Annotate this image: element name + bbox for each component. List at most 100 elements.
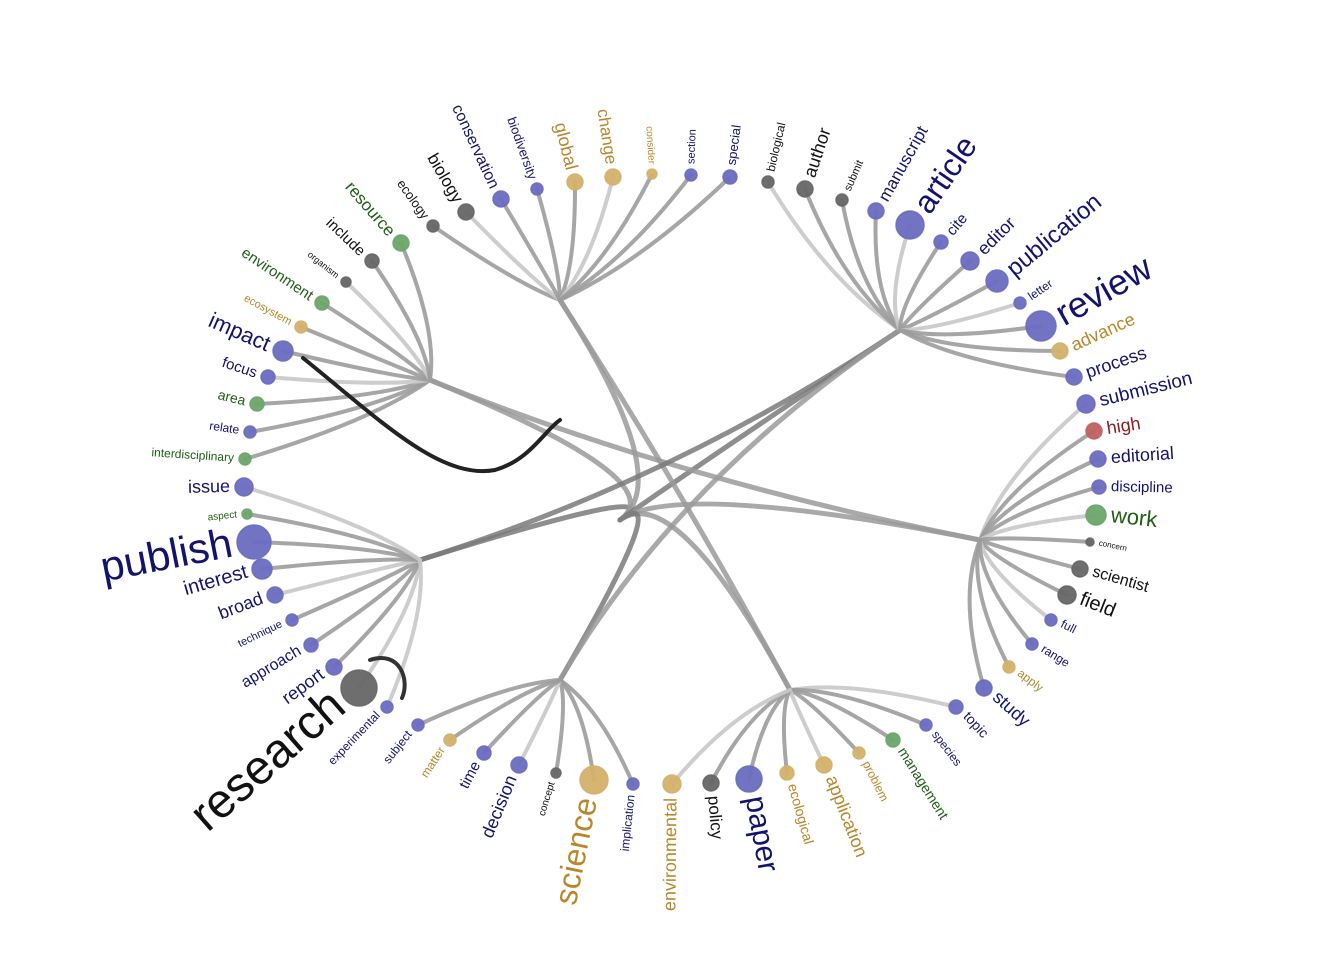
node-label: aspect <box>207 509 238 523</box>
edge <box>416 678 562 727</box>
edge <box>431 224 562 302</box>
node <box>852 746 866 760</box>
node <box>530 182 544 196</box>
edge <box>978 538 1069 597</box>
node-label: application <box>822 772 872 859</box>
node <box>779 765 795 781</box>
edge <box>781 688 792 775</box>
edge <box>558 173 693 302</box>
node-label: decision <box>477 772 521 841</box>
node <box>294 320 308 334</box>
node <box>1044 613 1058 627</box>
node <box>835 193 849 207</box>
edge <box>255 378 432 406</box>
node <box>1085 504 1107 526</box>
node <box>260 369 276 385</box>
node <box>243 425 257 439</box>
edge <box>978 536 1092 544</box>
node-label: change <box>593 108 620 166</box>
edge <box>260 557 422 571</box>
edge <box>482 678 562 755</box>
node <box>895 210 925 240</box>
edge <box>558 678 596 782</box>
edge <box>558 175 732 302</box>
node <box>426 219 440 233</box>
edge <box>978 402 1088 542</box>
edge <box>554 678 566 775</box>
edge <box>978 485 1101 542</box>
node <box>1091 479 1107 495</box>
node-label: publication <box>1001 188 1107 282</box>
node-label: range <box>1039 642 1073 670</box>
edge <box>266 375 432 385</box>
edge <box>309 558 422 647</box>
node-label: author <box>800 125 835 180</box>
edges <box>242 172 1101 786</box>
edge <box>558 180 578 302</box>
node-label: submission <box>1097 368 1194 411</box>
node-label: scientist <box>1090 563 1151 596</box>
node <box>340 669 378 707</box>
node <box>960 251 980 271</box>
edge <box>535 187 562 302</box>
node-label: matter <box>418 744 448 780</box>
edge <box>670 688 792 786</box>
edge <box>370 259 432 382</box>
node-label: apply <box>1015 666 1046 694</box>
edge <box>281 349 432 382</box>
node-label: process <box>1083 343 1149 382</box>
edge <box>766 180 902 332</box>
node <box>919 718 933 732</box>
node-label: full <box>1059 617 1079 636</box>
node <box>604 168 622 186</box>
node-label: work <box>1109 502 1160 532</box>
node-label: concept <box>537 780 558 817</box>
edge <box>417 327 903 563</box>
edge <box>427 377 983 543</box>
node-label: policy <box>704 795 727 840</box>
node <box>285 613 299 627</box>
node <box>796 180 814 198</box>
edge <box>399 241 434 382</box>
node <box>392 234 410 252</box>
edge <box>788 688 895 742</box>
edge <box>978 513 1098 542</box>
node-label: cite <box>943 210 971 239</box>
node <box>1076 394 1096 414</box>
node <box>241 508 253 520</box>
node <box>975 679 993 697</box>
node-label: relate <box>208 419 240 437</box>
edge <box>299 325 432 382</box>
node-label: special <box>724 124 744 166</box>
node <box>626 777 640 791</box>
node-label: organism <box>306 249 341 280</box>
node <box>272 340 294 362</box>
node-label: science <box>547 794 604 908</box>
node <box>815 756 833 774</box>
node <box>234 477 254 497</box>
node <box>1065 368 1083 386</box>
node-label: environmental <box>659 798 680 911</box>
edge <box>898 328 1076 379</box>
node <box>492 190 510 208</box>
edge <box>357 558 422 690</box>
node <box>1002 660 1016 674</box>
node <box>1085 537 1095 547</box>
node-label: biology <box>423 150 467 207</box>
edge <box>557 510 641 683</box>
node-label: include <box>322 215 368 260</box>
node-label: subject <box>380 727 415 766</box>
node <box>684 168 698 182</box>
node <box>476 745 492 761</box>
node <box>1025 310 1057 342</box>
node <box>303 637 319 653</box>
node-label: biodiversity <box>504 115 540 182</box>
node-label: global <box>551 120 582 171</box>
node <box>933 234 949 250</box>
node-label: discipline <box>1111 478 1173 496</box>
edge <box>898 259 972 332</box>
node-label: section <box>685 129 698 164</box>
node-label: concern <box>1098 539 1128 553</box>
edge <box>517 678 562 767</box>
node <box>236 524 272 560</box>
